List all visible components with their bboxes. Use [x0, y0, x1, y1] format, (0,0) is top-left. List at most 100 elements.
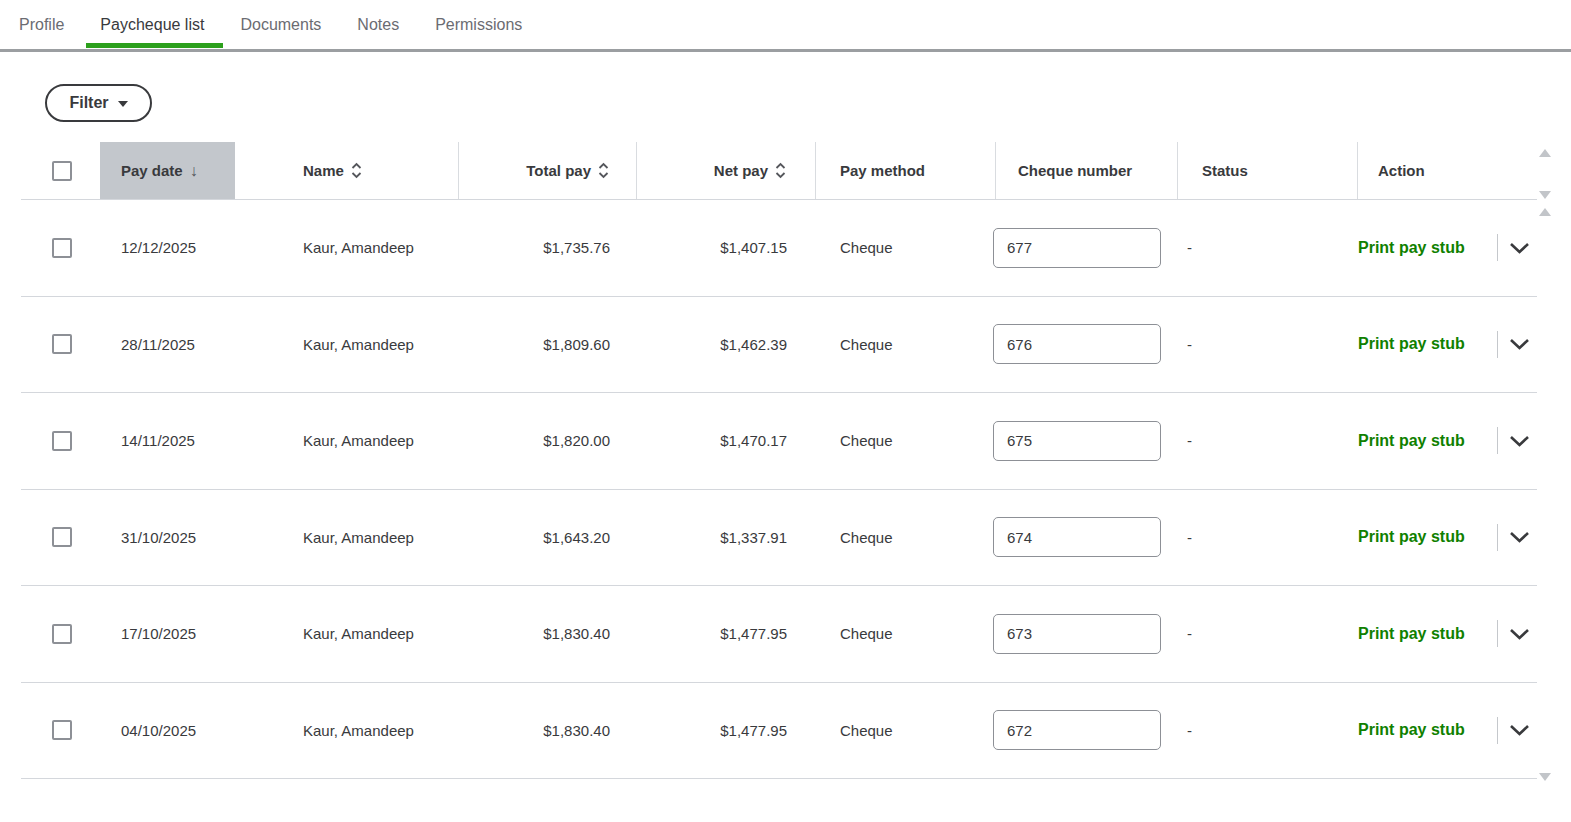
tab-profile[interactable]: Profile	[19, 16, 64, 34]
header-pay-method: Pay method	[816, 142, 996, 199]
table-row: 12/12/2025 Kaur, Amandeep $1,735.76 $1,4…	[21, 200, 1537, 297]
table-row: 14/11/2025 Kaur, Amandeep $1,820.00 $1,4…	[21, 393, 1537, 490]
cheque-number-input[interactable]	[993, 421, 1161, 461]
row-actions-menu-button[interactable]	[1507, 334, 1532, 354]
scroll-up-icon[interactable]	[1539, 149, 1551, 157]
print-pay-stub-link[interactable]: Print pay stub	[1358, 625, 1465, 643]
status-cell: -	[1178, 625, 1358, 642]
chevron-down-icon	[1509, 435, 1530, 447]
row-actions-menu-button[interactable]	[1507, 431, 1532, 451]
pay-method-cell: Cheque	[816, 625, 996, 642]
header-select-all-cell	[21, 142, 100, 199]
print-pay-stub-link[interactable]: Print pay stub	[1358, 528, 1465, 546]
header-pay-method-label: Pay method	[840, 162, 925, 179]
cheque-number-input[interactable]	[993, 228, 1161, 268]
print-pay-stub-link[interactable]: Print pay stub	[1358, 239, 1465, 257]
net-pay-cell: $1,462.39	[637, 336, 816, 353]
print-pay-stub-link[interactable]: Print pay stub	[1358, 432, 1465, 450]
row-actions-menu-button[interactable]	[1507, 238, 1532, 258]
cheque-number-input[interactable]	[993, 710, 1161, 750]
row-actions-menu-button[interactable]	[1507, 624, 1532, 644]
status-cell: -	[1178, 239, 1358, 256]
name-cell: Kaur, Amandeep	[235, 336, 459, 353]
chevron-down-icon	[1509, 531, 1530, 543]
row-checkbox[interactable]	[52, 720, 72, 740]
table-row: 28/11/2025 Kaur, Amandeep $1,809.60 $1,4…	[21, 297, 1537, 394]
filter-button-label: Filter	[69, 94, 108, 112]
net-pay-cell: $1,477.95	[637, 722, 816, 739]
tab-notes[interactable]: Notes	[357, 16, 399, 34]
paycheque-table: Pay date ↓ Name Total pay Net pay	[21, 142, 1537, 779]
action-divider	[1497, 717, 1498, 744]
pay-date-cell: 31/10/2025	[100, 529, 235, 546]
action-cell: Print pay stub	[1358, 717, 1537, 744]
header-name[interactable]: Name	[235, 142, 459, 199]
cheque-number-input[interactable]	[993, 614, 1161, 654]
tab-paycheque-list[interactable]: Paycheque list	[100, 16, 204, 34]
filter-button[interactable]: Filter	[45, 84, 152, 122]
row-actions-menu-button[interactable]	[1507, 720, 1532, 740]
total-pay-cell: $1,830.40	[459, 625, 637, 642]
header-status: Status	[1178, 142, 1358, 199]
header-name-label: Name	[303, 162, 344, 179]
header-pay-date-label: Pay date	[121, 162, 183, 179]
pay-date-cell: 04/10/2025	[100, 722, 235, 739]
toolbar: Filter	[45, 84, 1571, 122]
total-pay-cell: $1,820.00	[459, 432, 637, 449]
filter-caret-icon	[118, 101, 128, 107]
net-pay-cell: $1,337.91	[637, 529, 816, 546]
total-pay-cell: $1,809.60	[459, 336, 637, 353]
scroll-up-icon[interactable]	[1539, 208, 1551, 216]
total-pay-cell: $1,830.40	[459, 722, 637, 739]
action-cell: Print pay stub	[1358, 234, 1537, 261]
print-pay-stub-link[interactable]: Print pay stub	[1358, 721, 1465, 739]
tab-documents[interactable]: Documents	[240, 16, 321, 34]
header-action-label: Action	[1378, 162, 1425, 179]
chevron-down-icon	[1509, 338, 1530, 350]
action-cell: Print pay stub	[1358, 427, 1537, 454]
header-pay-date[interactable]: Pay date ↓	[100, 142, 235, 199]
chevron-down-icon	[1509, 724, 1530, 736]
cheque-number-input[interactable]	[993, 324, 1161, 364]
row-checkbox[interactable]	[52, 334, 72, 354]
sort-icon	[351, 162, 362, 179]
row-checkbox[interactable]	[52, 431, 72, 451]
chevron-down-icon	[1509, 242, 1530, 254]
net-pay-cell: $1,477.95	[637, 625, 816, 642]
name-cell: Kaur, Amandeep	[235, 432, 459, 449]
status-cell: -	[1178, 529, 1358, 546]
header-total-pay[interactable]: Total pay	[459, 142, 637, 199]
select-all-checkbox[interactable]	[52, 161, 72, 181]
pay-date-cell: 12/12/2025	[100, 239, 235, 256]
table-row: 04/10/2025 Kaur, Amandeep $1,830.40 $1,4…	[21, 683, 1537, 780]
table-row: 31/10/2025 Kaur, Amandeep $1,643.20 $1,3…	[21, 490, 1537, 587]
pay-date-cell: 28/11/2025	[100, 336, 235, 353]
net-pay-cell: $1,407.15	[637, 239, 816, 256]
row-checkbox[interactable]	[52, 624, 72, 644]
action-cell: Print pay stub	[1358, 331, 1537, 358]
tab-permissions[interactable]: Permissions	[435, 16, 522, 34]
row-checkbox[interactable]	[52, 238, 72, 258]
row-actions-menu-button[interactable]	[1507, 527, 1532, 547]
scroll-down-icon[interactable]	[1539, 191, 1551, 199]
header-status-label: Status	[1202, 162, 1248, 179]
pay-date-cell: 17/10/2025	[100, 625, 235, 642]
action-divider	[1497, 331, 1498, 358]
sort-icon	[598, 162, 609, 179]
header-cheque-number: Cheque number	[996, 142, 1178, 199]
scroll-down-icon[interactable]	[1539, 773, 1551, 781]
pay-method-cell: Cheque	[816, 722, 996, 739]
pay-date-cell: 14/11/2025	[100, 432, 235, 449]
cheque-number-input[interactable]	[993, 517, 1161, 557]
action-divider	[1497, 524, 1498, 551]
status-cell: -	[1178, 722, 1358, 739]
action-divider	[1497, 620, 1498, 647]
action-cell: Print pay stub	[1358, 620, 1537, 647]
header-net-pay[interactable]: Net pay	[637, 142, 816, 199]
pay-method-cell: Cheque	[816, 239, 996, 256]
header-net-pay-label: Net pay	[714, 162, 768, 179]
table-row: 17/10/2025 Kaur, Amandeep $1,830.40 $1,4…	[21, 586, 1537, 683]
row-checkbox[interactable]	[52, 527, 72, 547]
print-pay-stub-link[interactable]: Print pay stub	[1358, 335, 1465, 353]
sort-icon	[775, 162, 786, 179]
